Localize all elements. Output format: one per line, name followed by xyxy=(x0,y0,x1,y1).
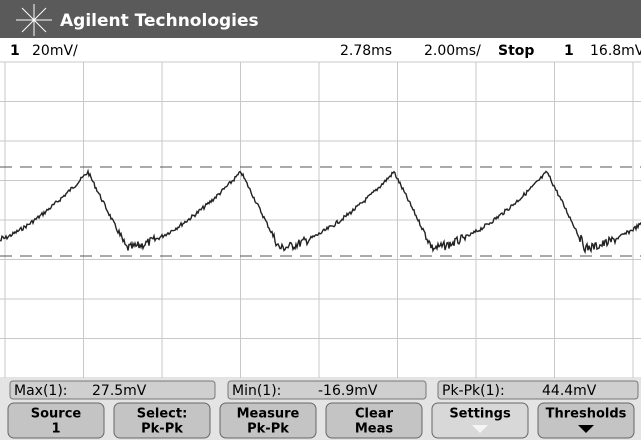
softkey-label: Select: xyxy=(137,407,188,422)
softkey-label: Meas xyxy=(355,422,394,437)
measurement-label: Min(1): xyxy=(232,383,281,399)
softkey-label: 1 xyxy=(51,422,60,437)
measurement-box xyxy=(9,380,216,400)
softkey-label: Pk-Pk xyxy=(247,422,289,437)
softkey[interactable] xyxy=(219,402,317,439)
arrow-icon xyxy=(578,425,594,433)
softkey[interactable] xyxy=(7,402,105,439)
status-bar xyxy=(0,38,641,62)
channel: 1 xyxy=(10,43,20,59)
softkey-label: Source xyxy=(31,407,82,422)
softkey-label: Measure xyxy=(237,407,300,422)
softkey-label: Settings xyxy=(449,407,511,422)
softkey[interactable] xyxy=(537,402,635,439)
brand: Agilent Technologies xyxy=(60,11,259,31)
delay: 2.78ms xyxy=(340,43,392,59)
trigger-source: 1 xyxy=(564,43,574,59)
timebase: 2.00ms/ xyxy=(424,43,481,59)
measurement-box xyxy=(227,380,427,400)
measurement-label: Pk-Pk(1): xyxy=(442,383,505,399)
measurement-value: 27.5mV xyxy=(92,383,147,399)
measurement-value: -16.9mV xyxy=(318,383,378,399)
measurement-box xyxy=(437,380,639,400)
softkey[interactable] xyxy=(431,402,529,439)
trigger-level: 16.8mV xyxy=(590,43,641,59)
softkey-row: Source1Select:Pk-PkMeasurePk-PkClearMeas… xyxy=(7,402,635,439)
softkey-label: Thresholds xyxy=(546,407,627,422)
softkey[interactable] xyxy=(113,402,211,439)
waveform xyxy=(0,168,641,255)
graticule xyxy=(0,61,641,379)
run-state: Stop xyxy=(498,43,534,59)
logo xyxy=(16,4,52,36)
header-bar xyxy=(0,0,641,38)
softkey-label: Clear xyxy=(355,407,394,422)
softkey[interactable] xyxy=(325,402,423,439)
measurement-label: Max(1): xyxy=(14,383,68,399)
arrow-icon xyxy=(472,425,488,433)
softkey-label: Pk-Pk xyxy=(141,422,183,437)
measurement-row: Max(1): 27.5mV Min(1): -16.9mV Pk-Pk(1): 44.4… xyxy=(9,380,639,400)
scale: 20mV/ xyxy=(32,43,78,59)
measurement-value: 44.4mV xyxy=(542,383,597,399)
